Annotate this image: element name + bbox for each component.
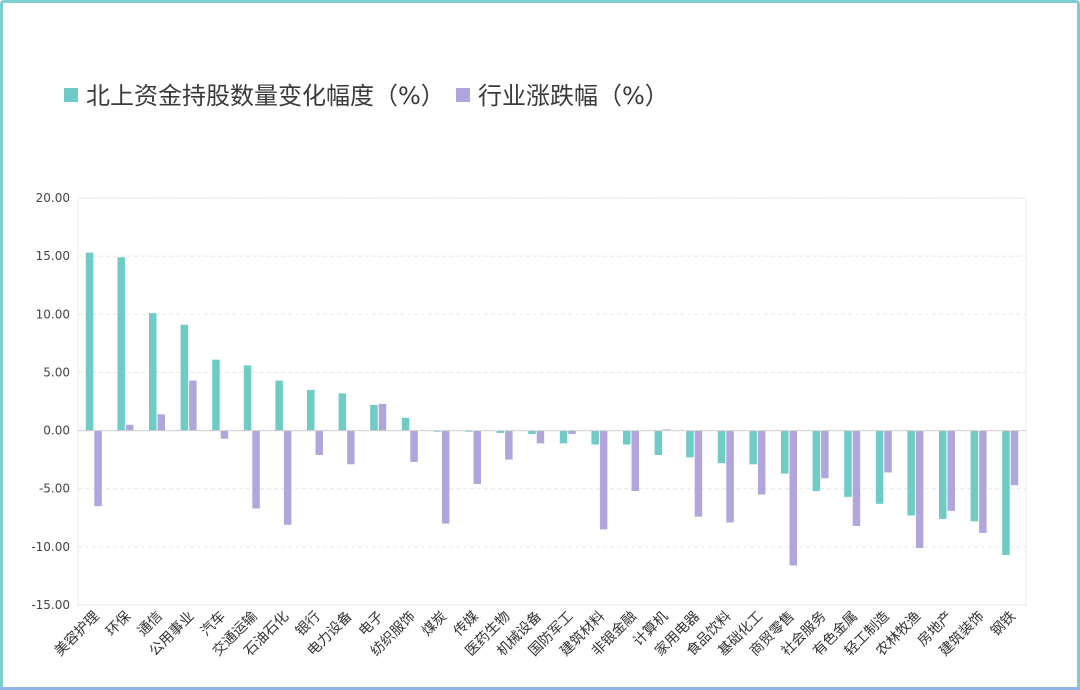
- bar-holding-change-26: [907, 430, 915, 516]
- bar-industry-change-11: [441, 430, 450, 524]
- bar-industry-change-12: [473, 430, 481, 485]
- legend: 北上资金持股数量变化幅度（%） 行业涨跌幅（%）: [64, 82, 669, 110]
- x-tick-label: 环保: [103, 609, 134, 640]
- y-tick-label: -5.00: [39, 482, 70, 496]
- bar-industry-change-26: [915, 430, 924, 549]
- gridlines: [78, 197, 1026, 606]
- bar-industry-change-18: [663, 429, 671, 431]
- x-tick-label: 煤炭: [419, 609, 450, 640]
- bar-holding-change-23: [812, 430, 821, 492]
- bar-holding-change-14: [528, 430, 536, 435]
- bar-industry-change-27: [947, 430, 955, 511]
- bar-holding-change-8: [338, 393, 347, 431]
- y-tick-label: 5.00: [43, 365, 70, 379]
- bar-holding-change-1: [117, 257, 125, 431]
- bar-holding-change-13: [496, 430, 505, 433]
- bar-holding-change-11: [433, 430, 441, 432]
- bar-holding-change-21: [749, 430, 757, 465]
- bar-industry-change-16: [599, 430, 608, 530]
- bar-industry-change-23: [821, 430, 829, 479]
- bar-holding-change-4: [212, 359, 220, 431]
- bar-holding-change-24: [844, 430, 852, 497]
- bar-industry-change-21: [757, 430, 766, 495]
- bar-industry-change-19: [694, 430, 703, 517]
- bar-industry-change-4: [220, 430, 229, 439]
- x-tick-label: 钢铁: [988, 609, 1019, 640]
- bar-industry-change-1: [125, 424, 134, 431]
- bar-industry-change-6: [283, 430, 292, 525]
- bar-holding-change-2: [149, 313, 157, 431]
- bar-holding-change-16: [591, 430, 599, 445]
- bar-holding-change-22: [781, 430, 789, 474]
- legend-swatch-industry-change: [456, 88, 470, 102]
- bar-holding-change-3: [180, 324, 189, 431]
- bar-industry-change-24: [852, 430, 861, 526]
- bar-industry-change-8: [347, 430, 355, 465]
- bar-holding-change-0: [85, 252, 94, 431]
- bar-holding-change-18: [654, 430, 663, 455]
- bar-holding-change-17: [623, 430, 631, 445]
- bar-holding-change-7: [307, 389, 315, 431]
- legend-label-holding-change: 北上资金持股数量变化幅度（%）: [86, 82, 445, 110]
- bar-industry-change-9: [378, 403, 387, 431]
- bar-holding-change-5: [243, 365, 252, 431]
- bar-industry-change-14: [536, 430, 545, 444]
- bar-industry-change-28: [979, 430, 987, 533]
- bar-holding-change-27: [939, 430, 947, 519]
- y-axis: 20.00 15.00 10.00 5.00 0.00 -5.00 -10.00 -15.00: [31, 191, 70, 612]
- y-tick-label: 0.00: [43, 424, 70, 438]
- plot-area: [77, 197, 1027, 606]
- y-tick-label: 10.00: [36, 307, 70, 321]
- bars: [85, 252, 1019, 566]
- bar-industry-change-5: [252, 430, 260, 509]
- bar-industry-change-10: [410, 430, 418, 462]
- bar-industry-change-22: [789, 430, 797, 566]
- bar-holding-change-28: [970, 430, 979, 522]
- y-tick-label: 20.00: [36, 191, 70, 205]
- bar-holding-change-29: [1002, 430, 1010, 555]
- bar-industry-change-17: [631, 430, 639, 492]
- bar-holding-change-19: [686, 430, 694, 458]
- bar-industry-change-29: [1010, 430, 1019, 486]
- plot-border: [77, 197, 1027, 606]
- bar-industry-change-2: [157, 414, 165, 431]
- bar-holding-change-10: [401, 417, 410, 431]
- bar-industry-change-25: [884, 430, 892, 473]
- bar-industry-change-15: [568, 430, 576, 435]
- bar-industry-change-0: [94, 430, 102, 507]
- bar-holding-change-25: [875, 430, 884, 504]
- bar-holding-change-15: [559, 430, 568, 444]
- legend-swatch-holding-change: [64, 88, 78, 102]
- y-tick-label: 15.00: [36, 249, 70, 263]
- bar-industry-change-7: [315, 430, 323, 455]
- y-tick-label: -10.00: [31, 540, 70, 554]
- x-tick-label: 美容护理: [51, 608, 103, 660]
- bar-holding-change-20: [717, 430, 726, 464]
- bar-industry-change-20: [726, 430, 734, 523]
- legend-label-industry-change: 行业涨跌幅（%）: [478, 82, 669, 110]
- bar-industry-change-3: [189, 380, 197, 431]
- bar-industry-change-13: [505, 430, 513, 460]
- bar-holding-change-9: [370, 404, 378, 431]
- bar-holding-change-12: [465, 430, 473, 432]
- bar-holding-change-6: [275, 380, 283, 431]
- y-tick-label: -15.00: [31, 598, 70, 612]
